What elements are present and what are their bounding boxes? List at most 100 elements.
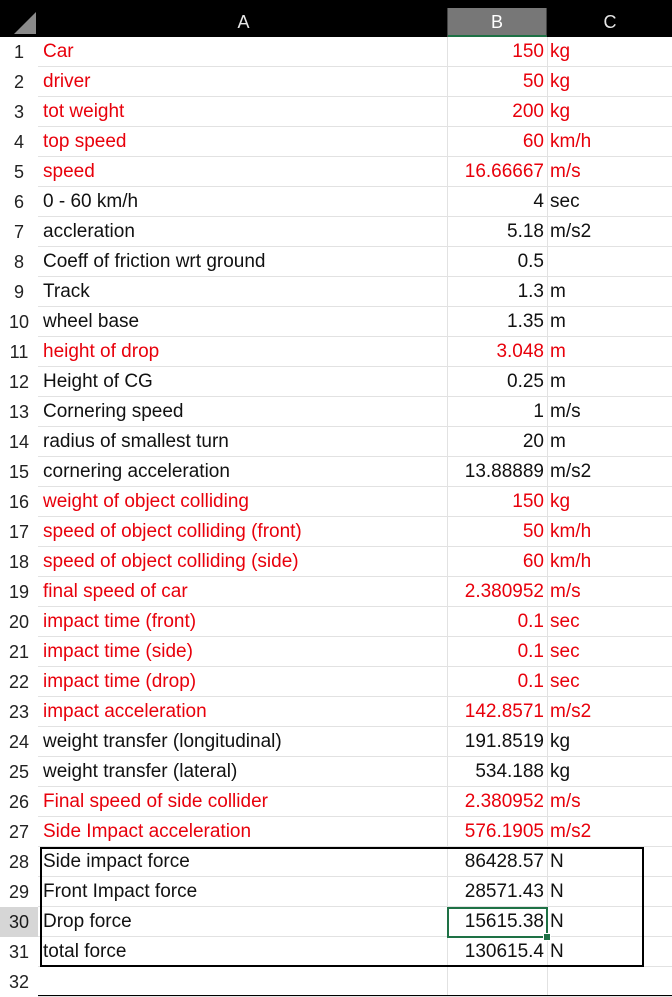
cell-b[interactable] xyxy=(448,967,547,997)
row-header[interactable]: 15 xyxy=(0,457,38,487)
cell-c[interactable]: N xyxy=(550,881,564,902)
row-header[interactable]: 27 xyxy=(0,817,38,847)
cell-a[interactable]: Side Impact acceleration xyxy=(43,821,252,842)
row-header[interactable]: 23 xyxy=(0,697,38,727)
cell-c[interactable]: m/s2 xyxy=(550,821,592,842)
cell-b[interactable]: 13.88889 xyxy=(464,461,544,482)
cell-c[interactable]: m/s2 xyxy=(550,701,592,722)
row-header[interactable]: 6 xyxy=(0,187,38,217)
cell-a[interactable]: Drop force xyxy=(43,911,132,932)
cell-b[interactable]: 5.18 xyxy=(507,221,544,242)
cell-c[interactable]: m xyxy=(550,311,566,332)
cell-a[interactable]: weight of object colliding xyxy=(43,491,249,512)
cell-a[interactable]: radius of smallest turn xyxy=(43,431,229,452)
cell-a[interactable]: weight transfer (longitudinal) xyxy=(43,731,282,752)
cell-c[interactable]: sec xyxy=(550,641,580,662)
row-header[interactable]: 21 xyxy=(0,637,38,667)
cell-a[interactable]: impact time (side) xyxy=(43,641,193,662)
row-header[interactable]: 32 xyxy=(0,967,38,997)
cell-a[interactable]: height of drop xyxy=(43,341,160,362)
cell-a[interactable]: Coeff of friction wrt ground xyxy=(43,251,266,272)
cell-a[interactable]: Track xyxy=(43,281,90,302)
row-header[interactable]: 8 xyxy=(0,247,38,277)
cell-a[interactable]: impact acceleration xyxy=(43,701,207,722)
cell-c[interactable]: N xyxy=(550,851,564,872)
cell-c[interactable]: m/s xyxy=(550,791,581,812)
cell-b[interactable]: 86428.57 xyxy=(464,851,544,872)
cell-a[interactable]: total force xyxy=(43,941,127,962)
column-header-b[interactable]: B xyxy=(448,8,547,37)
cell-c[interactable]: m xyxy=(550,281,566,302)
row-header[interactable]: 31 xyxy=(0,937,38,967)
cell-b[interactable]: 0.1 xyxy=(517,611,544,632)
cell-b[interactable]: 200 xyxy=(512,101,544,122)
cell-b[interactable]: 0.25 xyxy=(507,371,544,392)
row-header[interactable]: 3 xyxy=(0,97,38,127)
cell-b[interactable]: 60 xyxy=(522,131,544,152)
cell-c[interactable]: m xyxy=(550,431,566,452)
row-header[interactable]: 14 xyxy=(0,427,38,457)
cell-a[interactable]: Cornering speed xyxy=(43,401,184,422)
cell-c[interactable]: sec xyxy=(550,671,580,692)
cell-a[interactable]: Final speed of side collider xyxy=(43,791,268,812)
row-header[interactable]: 1 xyxy=(0,37,38,67)
cell-b[interactable]: 60 xyxy=(522,551,544,572)
row-header[interactable]: 22 xyxy=(0,667,38,697)
cell-c[interactable]: kg xyxy=(550,71,571,92)
cell-b[interactable]: 534.188 xyxy=(475,761,544,782)
cell-a[interactable]: tot weight xyxy=(43,101,125,122)
cell-c[interactable]: m/s2 xyxy=(550,221,592,242)
cell-c[interactable]: km/h xyxy=(550,131,592,152)
row-header[interactable]: 17 xyxy=(0,517,38,547)
row-header[interactable]: 28 xyxy=(0,847,38,877)
row-header[interactable]: 24 xyxy=(0,727,38,757)
cell-b[interactable]: 15615.38 xyxy=(464,911,544,932)
cell-c[interactable]: sec xyxy=(550,611,580,632)
cell-a[interactable]: 0 - 60 km/h xyxy=(43,191,139,212)
cell-b[interactable]: 576.1905 xyxy=(464,821,544,842)
cell-a[interactable]: accleration xyxy=(43,221,135,242)
row-header[interactable]: 2 xyxy=(0,67,38,97)
cell-b[interactable]: 3.048 xyxy=(496,341,544,362)
cell-b[interactable]: 130615.4 xyxy=(464,941,544,962)
cell-a[interactable]: top speed xyxy=(43,131,127,152)
cell-b[interactable]: 1 xyxy=(533,401,544,422)
cell-b[interactable]: 2.380952 xyxy=(464,791,544,812)
cell-b[interactable]: 191.8519 xyxy=(464,731,544,752)
cell-a[interactable]: speed xyxy=(43,161,95,182)
cell-c[interactable]: N xyxy=(550,911,564,932)
cell-b[interactable]: 4 xyxy=(533,191,544,212)
row-header[interactable]: 4 xyxy=(0,127,38,157)
cell-c[interactable]: N xyxy=(550,941,564,962)
row-header[interactable]: 29 xyxy=(0,877,38,907)
row-header[interactable]: 26 xyxy=(0,787,38,817)
cell-c[interactable]: m xyxy=(550,371,566,392)
select-all-button[interactable] xyxy=(0,0,38,37)
cell-a[interactable]: speed of object colliding (front) xyxy=(43,521,302,542)
cell-c[interactable]: m/s xyxy=(550,581,581,602)
row-header[interactable]: 13 xyxy=(0,397,38,427)
row-header[interactable]: 16 xyxy=(0,487,38,517)
column-header-a[interactable]: A xyxy=(40,8,448,37)
cell-a[interactable]: Side impact force xyxy=(43,851,190,872)
row-header[interactable]: 18 xyxy=(0,547,38,577)
row-header[interactable]: 12 xyxy=(0,367,38,397)
cell-b[interactable]: 142.8571 xyxy=(464,701,544,722)
cell-a[interactable]: Front Impact force xyxy=(43,881,198,902)
cell-a[interactable]: final speed of car xyxy=(43,581,188,602)
row-header[interactable]: 10 xyxy=(0,307,38,337)
cell-a[interactable]: Height of CG xyxy=(43,371,153,392)
row-header[interactable]: 19 xyxy=(0,577,38,607)
cell-b[interactable]: 150 xyxy=(512,491,544,512)
cell-b[interactable]: 0.5 xyxy=(517,251,544,272)
cell-a[interactable]: weight transfer (lateral) xyxy=(43,761,238,782)
cell-b[interactable]: 2.380952 xyxy=(464,581,544,602)
cell-b[interactable]: 1.3 xyxy=(517,281,544,302)
cell-b[interactable]: 16.66667 xyxy=(464,161,544,182)
cell-c[interactable]: sec xyxy=(550,191,580,212)
cell-c[interactable]: kg xyxy=(550,41,571,62)
cell-a[interactable]: driver xyxy=(43,71,91,92)
cell-c[interactable]: kg xyxy=(550,761,571,782)
row-header[interactable]: 7 xyxy=(0,217,38,247)
row-header[interactable]: 11 xyxy=(0,337,38,367)
